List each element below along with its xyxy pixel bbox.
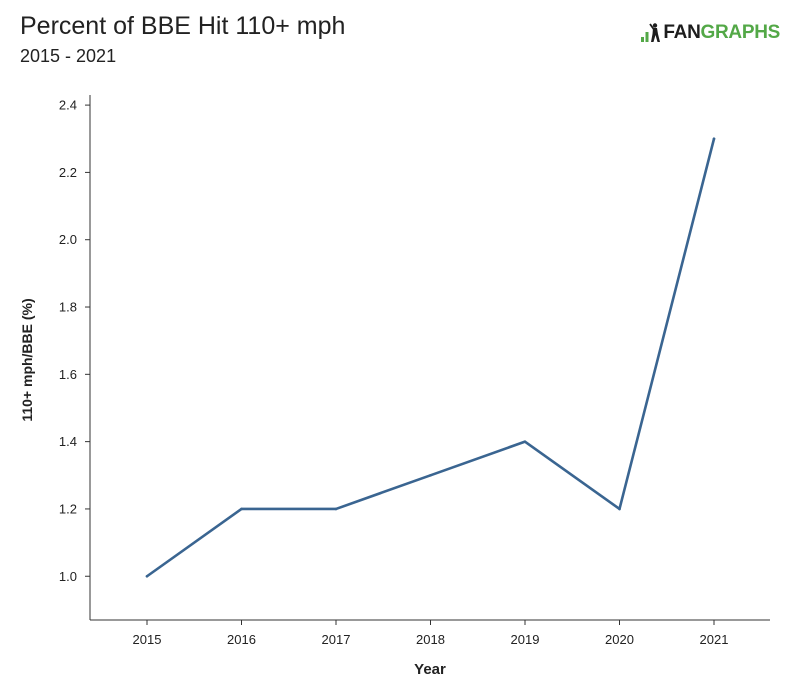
y-tick-label: 1.6	[59, 367, 77, 382]
data-point	[618, 507, 621, 511]
data-point	[712, 137, 716, 141]
data-point	[145, 574, 149, 578]
chart-subtitle: 2015 - 2021	[20, 46, 117, 66]
y-axis-label: 110+ mph/BBE (%)	[19, 298, 35, 421]
data-point	[523, 440, 527, 443]
x-tick-label: 2019	[511, 632, 540, 647]
x-tick-label: 2021	[700, 632, 729, 647]
data-series	[145, 137, 716, 578]
data-point	[429, 473, 432, 477]
y-tick-label: 2.4	[59, 98, 77, 113]
data-point	[334, 507, 338, 511]
logo-text-fan: FAN	[663, 22, 701, 43]
logo-text-graphs: GRAPHS	[700, 22, 781, 43]
series-line	[145, 137, 716, 578]
y-tick-label: 1.2	[59, 501, 77, 516]
y-tick-label: 2.2	[59, 165, 77, 180]
chart-title: Percent of BBE Hit 110+ mph	[20, 12, 346, 40]
x-tick-label: 2015	[133, 632, 162, 647]
x-tick-label: 2020	[605, 632, 634, 647]
y-tick-label: 1.8	[59, 300, 77, 315]
y-tick-label: 2.0	[59, 232, 77, 247]
y-axis-ticks: 1.0 1.2 1.4 1.6 1.8 2.0 2.2 2.4	[59, 98, 90, 584]
y-tick-label: 1.0	[59, 569, 77, 584]
x-tick-label: 2018	[416, 632, 445, 647]
x-tick-label: 2017	[322, 632, 351, 647]
fangraphs-logo: FAN GRAPHS	[640, 20, 780, 46]
fangraphs-batter-icon	[641, 23, 661, 42]
x-axis-label: Year	[414, 661, 446, 678]
data-point	[240, 507, 243, 511]
x-tick-label: 2016	[227, 632, 256, 647]
x-axis-ticks: 2015 2016 2017 2018 2019 2020 2021	[133, 620, 729, 647]
chart-axes	[89, 95, 770, 621]
y-tick-label: 1.4	[59, 434, 77, 449]
